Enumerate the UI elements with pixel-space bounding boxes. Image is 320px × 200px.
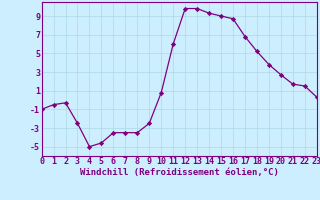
X-axis label: Windchill (Refroidissement éolien,°C): Windchill (Refroidissement éolien,°C) [80, 168, 279, 177]
